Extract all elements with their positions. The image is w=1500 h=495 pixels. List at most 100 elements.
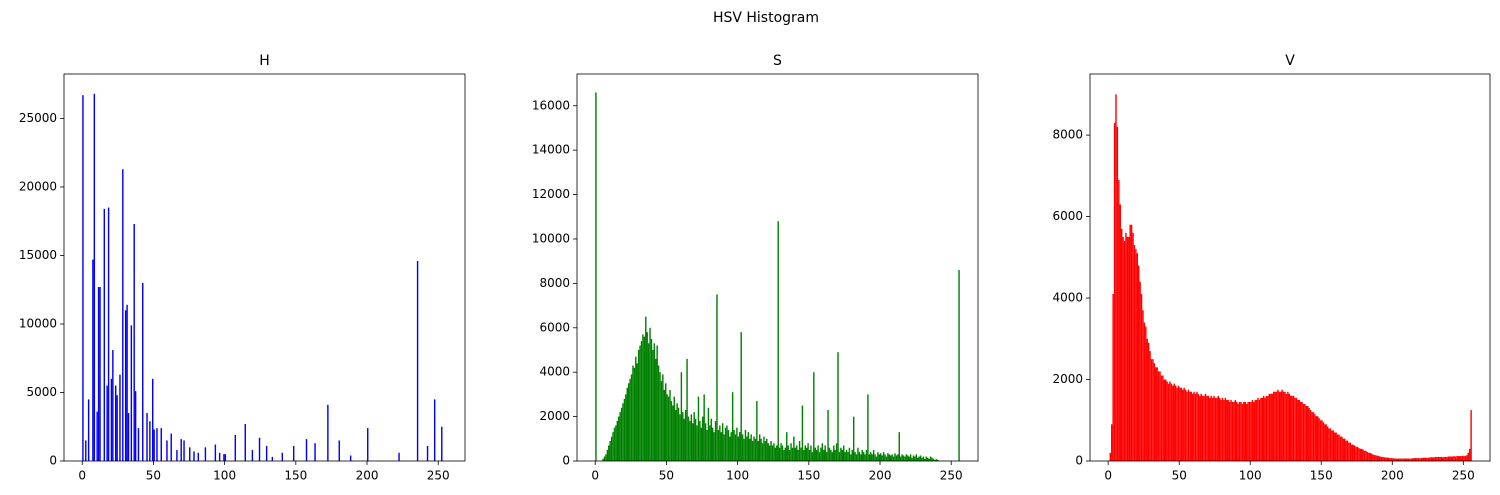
bar [265,445,268,461]
bar [1247,401,1249,461]
bar [637,349,640,461]
bar [1128,236,1130,461]
bar [823,449,825,461]
bar [1351,444,1353,461]
bar [1368,452,1370,461]
bar [1251,399,1254,461]
bar [835,443,838,461]
bar [857,447,859,461]
y-tick-label: 15000 [19,248,57,262]
bar [934,459,936,461]
bar [884,454,886,461]
bar [180,439,182,461]
bar [110,378,113,461]
bar [1280,391,1282,461]
bar [791,447,794,461]
bar [684,409,687,461]
bar [653,343,656,461]
bar [613,427,616,461]
bar [1272,391,1275,461]
bar [1234,399,1237,461]
bar [170,433,172,461]
bar [1285,393,1288,461]
bar [1227,399,1229,461]
bar [868,454,871,461]
bar [771,445,774,461]
bar [885,456,888,461]
bar [1116,126,1119,462]
bar [1214,397,1217,461]
bar [1165,379,1167,461]
y-tick-label: 4000 [539,365,570,379]
bar [1211,397,1214,461]
bar [1172,385,1174,461]
bar [764,441,767,461]
bar [672,405,674,461]
bar [1450,456,1452,461]
bar [1217,395,1219,461]
bar [709,425,711,461]
bar [1291,395,1293,461]
bar [704,423,707,461]
bar [674,409,677,461]
bar [720,432,722,461]
bar [774,447,777,461]
bar [1413,458,1415,461]
bar [679,414,681,461]
bar [1274,391,1276,461]
bar [610,436,613,461]
bar [1267,395,1269,461]
bar [931,457,933,461]
bar [1383,457,1386,461]
bar [99,286,101,461]
bar [1191,393,1194,461]
bar [776,445,778,461]
bar [741,434,744,461]
bar [717,429,720,461]
bar [1385,457,1387,461]
bar [1407,458,1410,461]
bar [1113,122,1116,461]
bar [858,452,861,461]
bar [647,343,650,461]
x-tick-label: 200 [356,469,379,483]
bar [814,447,816,461]
bar [1204,393,1207,461]
x-tick-label: 0 [591,469,599,483]
bar [1380,456,1383,461]
bar [1155,367,1157,461]
bar [821,443,824,461]
bar [1263,395,1265,461]
bar [1194,393,1197,461]
bar [142,282,144,461]
bar [1166,381,1168,461]
bar [919,455,922,461]
bar [804,445,806,461]
bar [1180,387,1183,461]
bar [694,418,697,461]
plot-frame [63,73,466,462]
bar [1370,453,1373,461]
bar [1372,454,1374,461]
bar [1156,367,1158,461]
bar [696,425,698,461]
bar [665,383,667,461]
bar [727,429,730,461]
bar [1233,401,1235,461]
bar [657,365,660,461]
bar [1332,430,1335,461]
bar [958,270,960,461]
bar [251,450,254,461]
bar [96,411,98,461]
bar [763,436,765,461]
bar [433,399,436,461]
bar [146,413,148,461]
bar [831,452,834,461]
bar [670,401,673,461]
bar [615,425,617,461]
bar [1206,395,1208,461]
bar [875,456,878,461]
bar [612,432,614,461]
bar [305,439,308,461]
bar [740,332,742,461]
